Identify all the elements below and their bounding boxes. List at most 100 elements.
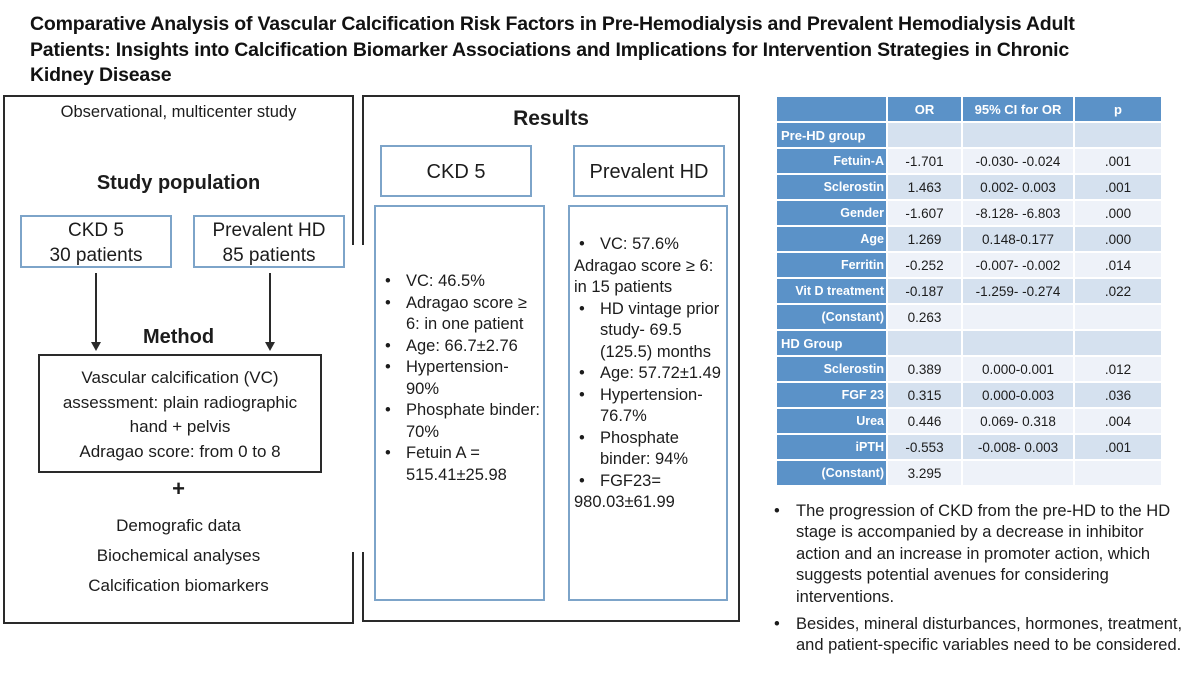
table-row-label: Vit D treatment [777,279,886,303]
table-cell-or: 1.463 [888,175,961,199]
poster-title: Comparative Analysis of Vascular Calcifi… [30,12,1180,89]
table-cell-p [1075,461,1161,485]
table-cell-ci: -0.008- 0.003 [963,435,1073,459]
table-cell-p: .022 [1075,279,1161,303]
group-box-prevalent-hd-name: Prevalent HD [212,220,326,241]
down-arrow-icon [95,273,97,343]
conclusion-text: Besides, mineral disturbances, hormones,… [796,615,1183,655]
table-row-label: (Constant) [777,305,886,329]
result-item-text: Adragao score ≥ 6: in one patient [406,293,527,334]
table-cell-or: 0.263 [888,305,961,329]
bullet-icon: • [385,401,391,419]
table-row-label: Age [777,227,886,251]
table-row-label: Sclerostin [777,175,886,199]
table-cell-p [1075,305,1161,329]
result-item-text: FGF23= [600,471,661,490]
result-bullet-item: • HD vintage prior study- 69.5 (125.5) mo… [570,299,726,364]
table-cell-ci: 0.069- 0.318 [963,409,1073,433]
method-heading: Method [142,326,215,348]
table-cell-or: -1.607 [888,201,961,225]
group-box-ckd5: CKD 5 30 patients [20,215,172,268]
table-cell-p: .004 [1075,409,1161,433]
result-bullet-item: • VC: 46.5% [376,271,543,293]
table-cell-p: .000 [1075,201,1161,225]
result-item-text: Hypertension- 76.7% [600,385,703,426]
table-header-cell: OR [888,97,961,121]
table-cell-ci: -1.259- -0.274 [963,279,1073,303]
result-item-text: Adragao score ≥ 6: in 15 patients [574,256,714,297]
conclusions-list: • The progression of CKD from the pre-HD … [765,501,1190,663]
result-item-text: 980.03±61.99 [574,493,675,511]
table-row-label: Gender [777,201,886,225]
group-box-prevalent-hd: Prevalent HD 85 patients [193,215,345,268]
table-cell-or [888,331,961,355]
bullet-icon: • [774,502,780,520]
result-item-text: Phosphate binder: 94% [600,428,689,469]
bullet-icon: • [579,299,585,318]
table-header-cell: 95% CI for OR [963,97,1073,121]
method-box: Vascular calcification (VC) assessment: p… [38,354,322,473]
result-bullet-item: • FGF23= [570,471,726,493]
table-cell-or: -0.252 [888,253,961,277]
table-cell-or: 1.269 [888,227,961,251]
table-cell-or: 0.315 [888,383,961,407]
table-cell-ci: 0.148-0.177 [963,227,1073,251]
study-population-heading: Study population [96,172,261,194]
conclusion-text: The progression of CKD from the pre-HD t… [796,502,1171,606]
conclusion-item: • Besides, mineral disturbances, hormones… [765,614,1190,657]
result-item-text: Age: 57.72±1.49 [600,364,721,382]
table-row-label: Ferritin [777,253,886,277]
results-ckd5-header-box: CKD 5 [380,145,532,197]
table-header-cell [777,97,886,121]
table-cell-or: -0.187 [888,279,961,303]
table-cell-ci [963,461,1073,485]
result-bullet-item: • VC: 57.6% [570,234,726,256]
title-line: Comparative Analysis of Vascular Calcifi… [30,13,1075,35]
table-cell-ci: 0.000-0.001 [963,357,1073,381]
result-bullet-item: • Phosphate binder: 94% [570,428,726,471]
table-cell-p [1075,331,1161,355]
bullet-icon: • [579,471,585,490]
table-cell-p: .001 [1075,175,1161,199]
down-arrow-icon [265,342,275,351]
table-row-label: (Constant) [777,461,886,485]
group-box-ckd5-name: CKD 5 [68,220,124,241]
result-item-text: Phosphate binder: 70% [406,401,540,441]
bullet-icon: • [385,444,391,462]
bullet-icon: • [385,293,391,312]
table-row-label: Fetuin-A [777,149,886,173]
method-box-line: Vascular calcification (VC) [81,368,279,387]
table-cell-p: .014 [1075,253,1161,277]
table-cell-or: 0.389 [888,357,961,381]
result-bullet-item: • Hypertension-90% [376,357,543,400]
table-cell-ci: -0.030- -0.024 [963,149,1073,173]
result-item-text: HD vintage prior study- 69.5 (125.5) mon… [600,299,720,361]
title-line: Patients: Insights into Calcification Bi… [30,38,1070,61]
table-row-label: Sclerostin [777,357,886,381]
title-line: Kidney Disease [30,64,172,86]
table-header-cell: p [1075,97,1161,121]
conclusion-item: • The progression of CKD from the pre-HD … [765,501,1190,608]
result-bullet-item: • Phosphate binder: 70% [376,400,543,443]
results-prevalent-hd-header-box: Prevalent HD [573,145,725,197]
result-bullet-item: • Adragao score ≥ 6: in one patient [376,293,543,336]
results-panel [362,95,740,622]
method-box-line: assessment: plain radiographic [62,392,298,412]
bullet-icon: • [579,385,585,404]
table-cell-p [1075,123,1161,147]
method-box-line: Adragao score: from 0 to 8 [79,441,281,461]
table-cell-ci: 0.000-0.003 [963,383,1073,407]
method-box-line: hand + pelvis [129,417,231,436]
panel-border-segment [352,95,354,245]
result-bullet-item: • Age: 57.72±1.49 [570,363,726,385]
result-item-text: Fetuin A = 515.41±25.98 [406,444,507,484]
result-item-text: VC: 46.5% [406,272,485,290]
group-box-prevalent-hd-count: 85 patients [222,245,316,266]
plus-sign: + [172,476,185,501]
table-cell-ci: -8.128- -6.803 [963,201,1073,225]
table-row-label: FGF 23 [777,383,886,407]
results-ckd5-list: • VC: 46.5% • Adragao score ≥ 6: in one pat… [374,205,545,601]
table-cell-ci [963,123,1073,147]
bullet-icon: • [385,358,391,376]
